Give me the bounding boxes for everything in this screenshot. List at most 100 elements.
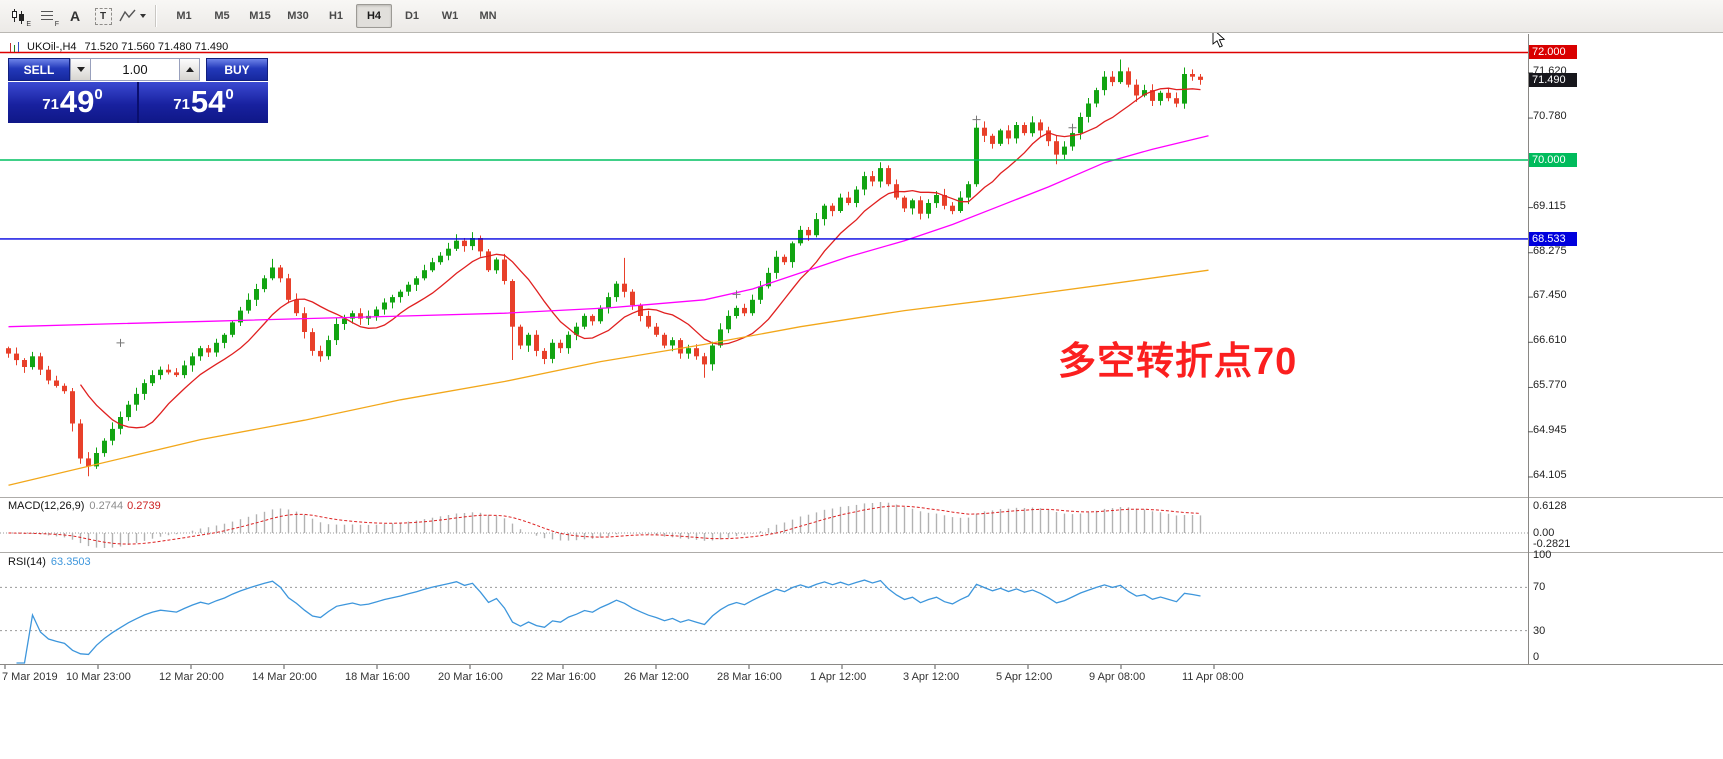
time-label: 3 Apr 12:00 (903, 671, 960, 683)
rsi-value: 63.3503 (50, 556, 91, 568)
candlestick-series (6, 59, 1209, 486)
macd-axis-label: 0.00 (1533, 527, 1555, 539)
price-tick: 70.780 (1533, 110, 1567, 123)
volume-increase-button[interactable] (180, 58, 200, 81)
cross-marker (116, 338, 125, 347)
timeframe-m15[interactable]: M15 (249, 10, 271, 22)
price-tick: 68.275 (1533, 244, 1567, 257)
text-label-icon: A (69, 8, 81, 24)
price-tick: 69.115 (1533, 199, 1566, 212)
trade-panel-prices: 71 49 0 71 54 0 (8, 82, 268, 123)
sell-price[interactable]: 71 49 0 (8, 82, 137, 123)
price-line-label: 71.490 (1529, 72, 1577, 87)
price-tick: 64.945 (1533, 423, 1567, 436)
ohlc-values: 71.520 71.560 71.480 71.490 (84, 41, 229, 53)
time-label: 14 Mar 20:00 (252, 671, 317, 683)
time-label: 22 Mar 16:00 (531, 671, 596, 683)
price-line-label: 68.533 (1529, 231, 1577, 246)
tool-sub-letter: E (26, 21, 31, 28)
macd-axis-label: -0.2821 (1533, 538, 1571, 550)
timeframe-w1[interactable]: W1 (441, 10, 459, 22)
time-label: 12 Mar 20:00 (159, 671, 224, 683)
macd-name: MACD(12,26,9) (8, 500, 85, 512)
buy-price[interactable]: 71 54 0 (139, 82, 268, 123)
cross-marker (972, 115, 981, 124)
volume-decrease-button[interactable] (70, 58, 90, 81)
buy-price-main: 54 (190, 84, 226, 119)
timeframe-m1[interactable]: M1 (176, 10, 192, 22)
volume-input[interactable] (90, 58, 180, 81)
zigzag-icon (119, 9, 136, 22)
macd-histogram (0, 502, 1528, 548)
one-click-trading-panel: SELL BUY 71 49 0 71 54 0 (8, 58, 268, 123)
buy-button[interactable]: BUY (206, 58, 268, 81)
candlestick-chart-tool[interactable]: E (6, 4, 32, 28)
rsi-axis-label: 100 (1533, 549, 1552, 561)
timeframe-m30[interactable]: M30 (287, 10, 309, 22)
text-box-tool[interactable]: T (90, 4, 116, 28)
macd-value-signal: 0.2739 (127, 500, 161, 512)
ma-fast-line (79, 87, 1201, 429)
price-tick: 65.770 (1533, 379, 1567, 392)
rsi-axis-label: 0 (1533, 651, 1540, 663)
time-label: 28 Mar 16:00 (717, 671, 782, 683)
timeframe-group: M1 M5 M15 M30 H1 H4 D1 W1 MN (165, 4, 507, 28)
macd-label: MACD(12,26,9) 0.2744 0.2739 (8, 500, 161, 512)
rsi-axis-label: 30 (1533, 624, 1546, 637)
time-label: 1 Apr 12:00 (810, 671, 867, 683)
timeframe-h4[interactable]: H4 (356, 4, 392, 28)
macd-value-main: 0.2744 (89, 500, 124, 512)
chevron-down-icon (140, 14, 146, 18)
time-label: 9 Apr 08:00 (1089, 671, 1146, 683)
price-line-label: 70.000 (1529, 153, 1577, 167)
chart-icon (10, 42, 19, 52)
time-label: 26 Mar 12:00 (624, 671, 689, 683)
price-tick: 67.450 (1533, 289, 1567, 302)
time-label: 7 Mar 2019 (2, 671, 58, 683)
trade-panel-controls: SELL BUY (8, 58, 268, 81)
macd-signal-line (8, 505, 1201, 545)
tool-sub-letter: F (54, 21, 59, 28)
rsi-label: RSI(14) 63.3503 (8, 556, 91, 568)
text-box-icon: T (94, 7, 112, 25)
ma-mid-line (8, 135, 1209, 328)
symbol-period: UKOil-,H4 (27, 41, 77, 53)
ma-slow-line (8, 269, 1209, 486)
buy-price-prefix: 71 (173, 96, 190, 113)
toolbar-separator (155, 5, 156, 27)
triangle-down-icon (76, 67, 85, 72)
grid-icon (40, 10, 53, 20)
sell-price-sup: 0 (94, 86, 103, 103)
text-label-tool[interactable]: A (62, 4, 88, 28)
triangle-up-icon (185, 67, 194, 72)
sell-price-main: 49 (59, 84, 95, 119)
polyline-tool[interactable] (118, 4, 146, 28)
rsi-line (0, 579, 1528, 664)
timeframe-h1[interactable]: H1 (328, 10, 344, 22)
chart-header: UKOil-,H4 71.520 71.560 71.480 71.490 (8, 41, 228, 53)
timeframe-mn[interactable]: MN (479, 10, 497, 22)
time-label: 18 Mar 16:00 (345, 671, 410, 683)
time-label: 5 Apr 12:00 (996, 671, 1053, 683)
cross-marker (1068, 123, 1077, 132)
timeframe-d1[interactable]: D1 (404, 10, 420, 22)
price-axis[interactable]: 71.620 70.780 69.115 68.275 67.450 66.610 65.7… (1529, 0, 1723, 700)
sell-button[interactable]: SELL (8, 58, 70, 81)
time-label: 10 Mar 23:00 (66, 671, 131, 683)
time-label: 20 Mar 16:00 (438, 671, 503, 683)
cross-marker (732, 290, 741, 299)
candlestick-chart-icon (12, 8, 24, 24)
rsi-name: RSI(14) (8, 556, 46, 568)
rsi-axis-label: 70 (1533, 581, 1546, 594)
timeframe-m5[interactable]: M5 (214, 10, 230, 22)
macd-axis-label: 0.6128 (1533, 500, 1567, 512)
time-axis[interactable]: 7 Mar 2019 10 Mar 23:00 12 Mar 20:00 14 Mar… (0, 665, 1723, 693)
price-tick: 64.105 (1533, 468, 1567, 481)
chart-annotation: 多空转折点70 (1058, 341, 1298, 383)
grid-tool[interactable]: F (34, 4, 60, 28)
buy-price-sup: 0 (225, 86, 234, 103)
price-line-label: 72.000 (1529, 45, 1577, 60)
price-tick: 66.610 (1533, 334, 1567, 347)
toolbar: E F A T M1 M5 M15 M30 H1 H4 D1 W1 MN (0, 0, 1723, 33)
sell-price-prefix: 71 (42, 96, 59, 113)
